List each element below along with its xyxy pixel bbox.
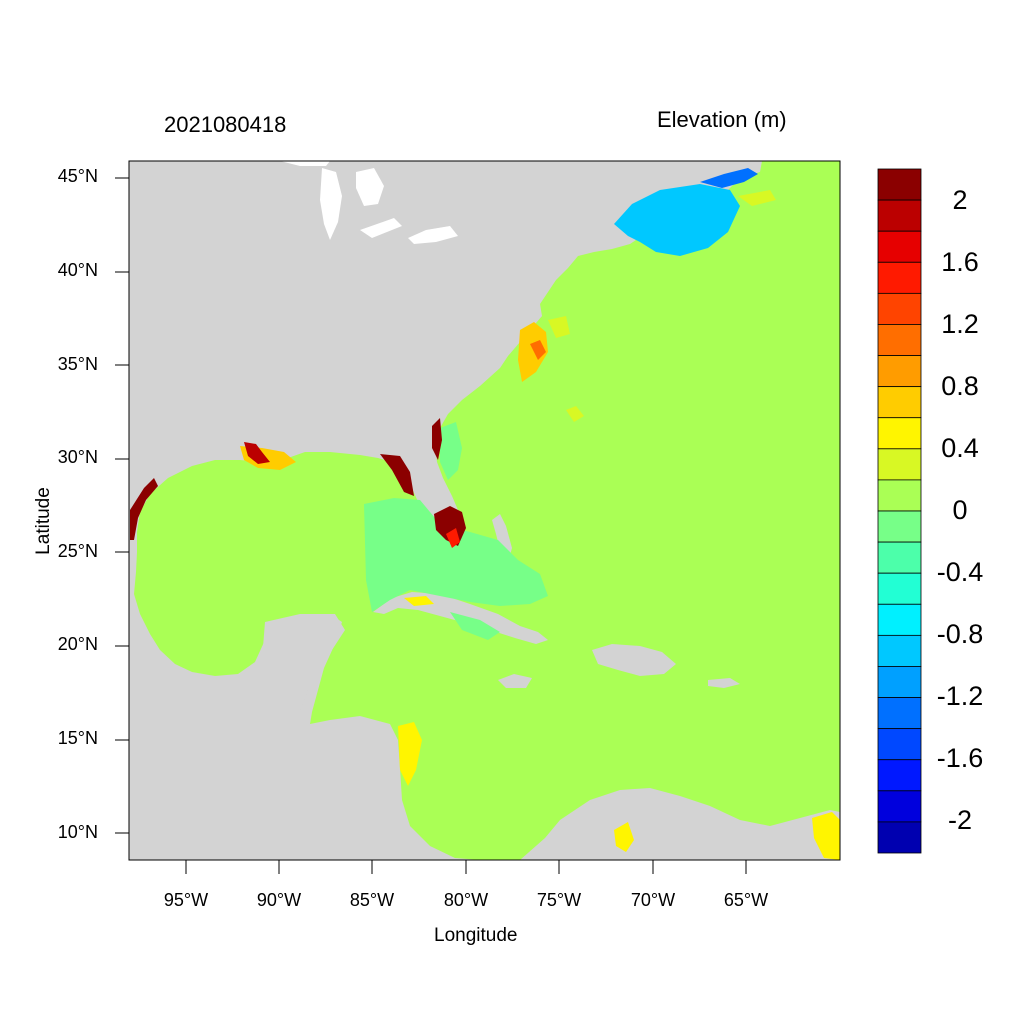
lake-huron <box>356 168 384 206</box>
lat-tick-label: 30°N <box>57 447 98 467</box>
colorbar-swatch <box>877 541 922 574</box>
plot-frame <box>128 160 841 861</box>
chart-variable-title: Elevation (m) <box>657 107 787 132</box>
great-lakes <box>280 161 458 244</box>
colorbar-label: -1.2 <box>936 681 984 711</box>
latitude-tick-marks <box>115 177 129 834</box>
colorbar-swatch <box>877 417 922 450</box>
chesapeake-positive-anomaly <box>518 322 548 382</box>
colorbar-label: 0.4 <box>941 433 979 463</box>
lat-tick-label: 45°N <box>57 166 98 186</box>
x-axis-title: Longitude <box>434 925 518 946</box>
delmarva-outer-anomaly <box>548 316 570 338</box>
colorbar-swatch <box>877 479 922 512</box>
lake-superior <box>280 161 330 166</box>
yucatan-land <box>262 614 345 712</box>
gulf-of-maine-negative-anomaly <box>614 184 740 256</box>
colorbar <box>877 168 922 854</box>
colorbar-label: -0.4 <box>936 557 984 587</box>
longitude-tick-marks <box>185 860 747 874</box>
colorbar-swatch <box>877 199 922 232</box>
lat-tick-label: 25°N <box>57 541 98 561</box>
lon-tick-label: 70°W <box>630 890 676 910</box>
colorbar-swatch <box>877 261 922 294</box>
cuba-shelf-negative-anomaly <box>450 612 500 640</box>
florida-shelf-negative-anomaly <box>364 498 548 612</box>
lat-tick-label: 35°N <box>57 354 98 374</box>
lon-tick-label: 75°W <box>536 890 582 910</box>
colorbar-swatch <box>877 510 922 543</box>
honduras-coast-positive-anomaly <box>398 722 422 786</box>
colorbar-swatch <box>877 448 922 481</box>
lake-ontario <box>408 226 458 244</box>
colorbar-label: -2 <box>947 805 972 835</box>
puerto-rico-land <box>708 678 740 688</box>
colorbar-swatch <box>877 168 922 201</box>
colorbar-swatch <box>877 230 922 263</box>
colorbar-label: 1.6 <box>941 247 979 277</box>
colorbar-label: -0.8 <box>936 619 984 649</box>
colorbar-swatch <box>877 728 922 761</box>
south-america-land <box>520 788 840 860</box>
lon-tick-label: 95°W <box>163 890 209 910</box>
florida-keys-red <box>446 528 460 548</box>
texas-coast-high-anomaly <box>130 478 158 540</box>
colorbar-swatch <box>877 666 922 698</box>
hispaniola-land <box>592 644 676 676</box>
colorbar-label: 1.2 <box>941 309 979 339</box>
colorbar-swatch <box>877 790 922 823</box>
gulf-stream-small-patch <box>566 406 584 422</box>
chart-timestamp-title: 2021080418 <box>164 112 287 137</box>
colorbar-swatch <box>877 821 922 854</box>
bay-of-fundy-negative-anomaly <box>700 168 758 188</box>
colorbar-label: 2 <box>952 185 968 215</box>
lake-michigan <box>320 168 342 240</box>
colorbar-swatch <box>877 386 922 419</box>
cuba-north-positive-anomaly <box>404 596 434 606</box>
southeast-shelf-negative-anomaly <box>440 422 462 480</box>
colorbar-swatch <box>877 759 922 792</box>
colorbar-swatch <box>877 324 922 356</box>
nova-scotia-positive-anomaly <box>738 190 776 206</box>
pamlico-sound-high-anomaly <box>530 340 546 360</box>
colorbar-swatch <box>877 355 922 388</box>
jamaica-land <box>498 674 532 688</box>
colorbar-swatch <box>877 697 922 730</box>
lat-tick-label: 40°N <box>57 260 98 280</box>
carolina-coast-high-anomaly <box>432 418 442 460</box>
lat-tick-label: 10°N <box>57 822 98 842</box>
lon-tick-label: 85°W <box>349 890 395 910</box>
colorbar-label: -1.6 <box>936 743 984 773</box>
louisiana-marsh-high-anomaly <box>244 442 270 464</box>
colorbar-label: 0 <box>952 495 968 525</box>
lat-tick-label: 20°N <box>57 634 98 654</box>
trinidad-positive-anomaly <box>812 812 840 860</box>
venezuela-gulf-positive-anomaly <box>614 822 634 852</box>
colorbar-swatch <box>877 634 922 667</box>
colorbar-label: 0.8 <box>941 371 979 401</box>
colorbar-swatch <box>877 292 922 325</box>
colorbar-swatch <box>877 603 922 636</box>
anomaly-patches <box>130 168 840 860</box>
lat-tick-label: 15°N <box>57 728 98 748</box>
lon-tick-label: 90°W <box>256 890 302 910</box>
lake-erie <box>360 218 402 238</box>
big-bend-high-anomaly <box>380 454 414 496</box>
lon-tick-label: 65°W <box>723 890 769 910</box>
colorbar-swatch <box>877 572 922 605</box>
lon-tick-label: 80°W <box>443 890 489 910</box>
